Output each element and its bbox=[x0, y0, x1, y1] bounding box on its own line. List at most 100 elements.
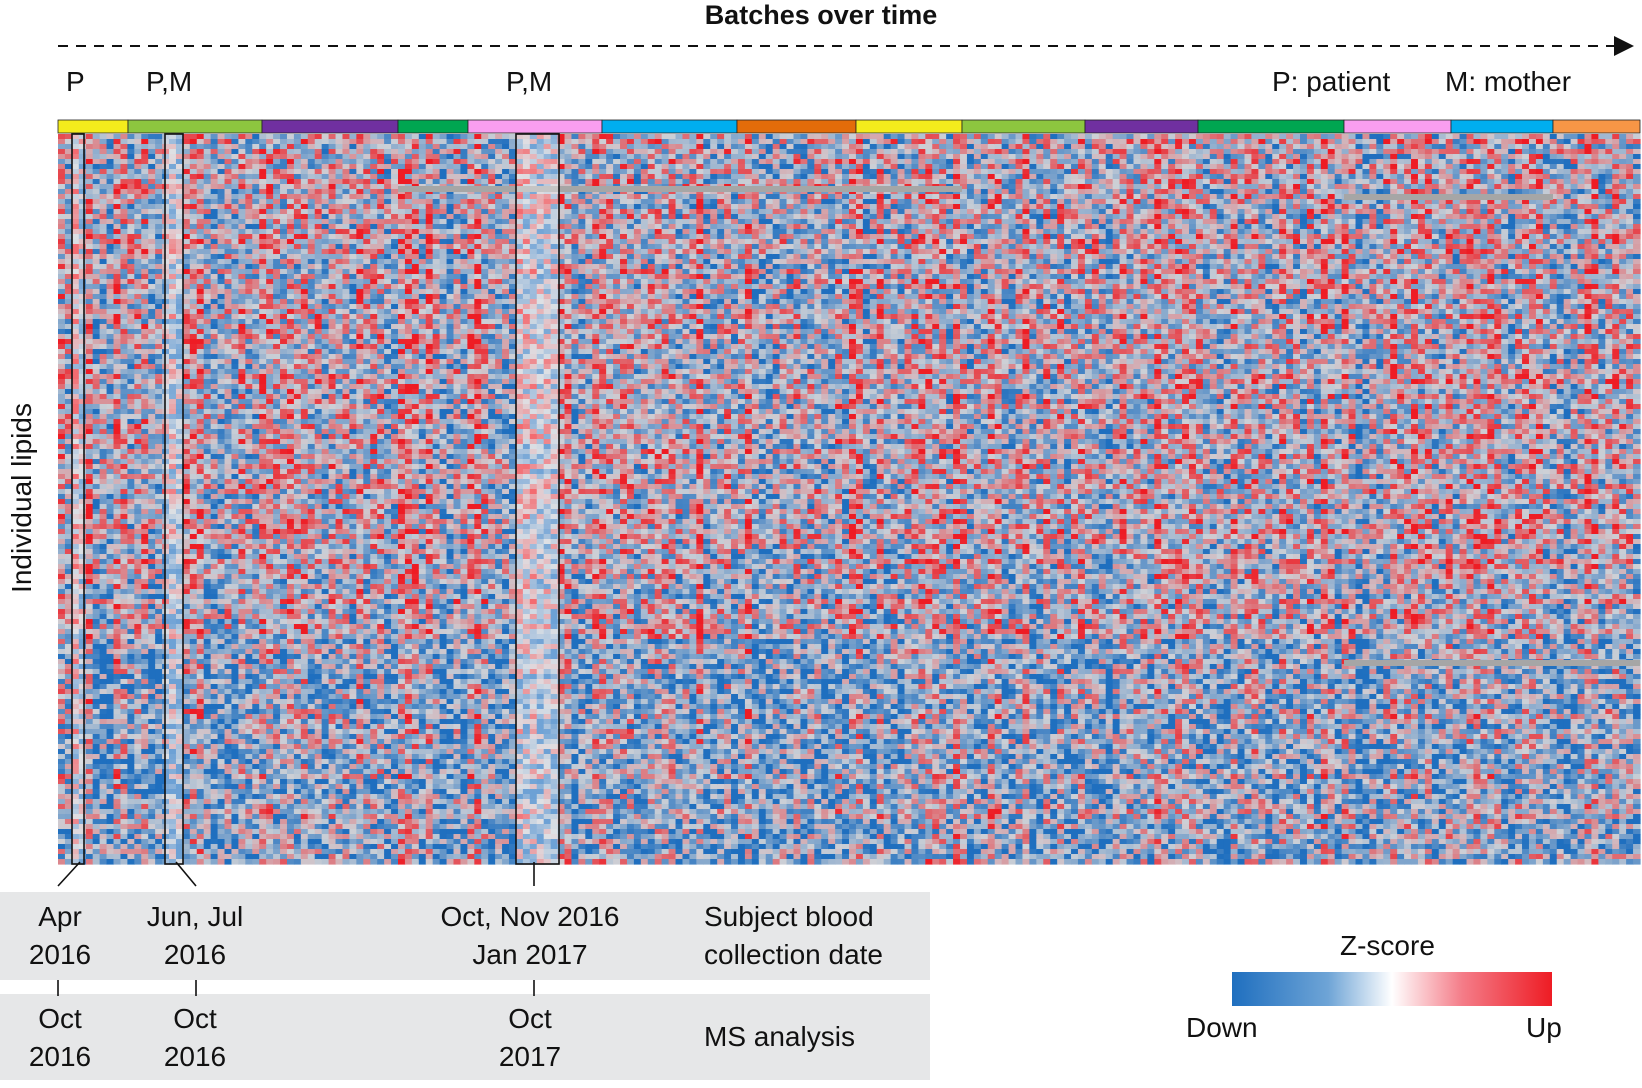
heat-cell bbox=[141, 814, 149, 820]
heat-cell bbox=[100, 859, 108, 865]
heat-cell bbox=[58, 779, 66, 785]
heat-cell bbox=[155, 254, 163, 260]
heat-cell bbox=[120, 559, 128, 565]
heat-cell bbox=[58, 449, 66, 455]
heat-cell bbox=[148, 249, 156, 255]
heat-cell bbox=[100, 574, 108, 580]
heat-cell bbox=[86, 444, 94, 450]
heat-cell bbox=[120, 304, 128, 310]
heat-cell bbox=[86, 764, 94, 770]
heat-cell bbox=[183, 189, 191, 195]
heat-cell bbox=[120, 699, 128, 705]
heat-cell bbox=[148, 604, 156, 610]
heat-cell bbox=[127, 329, 135, 335]
heat-cell bbox=[190, 179, 198, 185]
heat-cell bbox=[107, 549, 115, 555]
heat-cell bbox=[107, 579, 115, 585]
heat-cell bbox=[114, 429, 122, 435]
heat-cell bbox=[155, 794, 163, 800]
heat-cell bbox=[141, 634, 149, 640]
heat-cell bbox=[190, 614, 198, 620]
heat-cell bbox=[148, 709, 156, 715]
heat-cell bbox=[134, 499, 142, 505]
heat-cell bbox=[218, 489, 226, 495]
heat-cell bbox=[183, 859, 191, 865]
heat-cell bbox=[183, 779, 191, 785]
heat-cell bbox=[127, 829, 135, 835]
heat-cell bbox=[100, 414, 108, 420]
heat-cell bbox=[197, 469, 205, 475]
heat-cell bbox=[114, 599, 122, 605]
heat-cell bbox=[93, 539, 101, 545]
heat-cell bbox=[211, 659, 219, 665]
heat-cell bbox=[148, 279, 156, 285]
heat-cell bbox=[100, 374, 108, 380]
heat-cell bbox=[211, 204, 219, 210]
heat-cell bbox=[204, 199, 212, 205]
heat-cell bbox=[127, 399, 135, 405]
heat-cell bbox=[183, 269, 191, 275]
heat-cell bbox=[190, 394, 198, 400]
heat-cell bbox=[141, 224, 149, 230]
heat-cell bbox=[134, 624, 142, 630]
heat-cell bbox=[218, 264, 226, 270]
heat-cell bbox=[100, 609, 108, 615]
heat-cell bbox=[141, 354, 149, 360]
heat-cell bbox=[120, 144, 128, 150]
heat-cell bbox=[100, 754, 108, 760]
heat-cell bbox=[86, 684, 94, 690]
heat-cell bbox=[141, 324, 149, 330]
heat-cell bbox=[134, 334, 142, 340]
heat-cell bbox=[190, 659, 198, 665]
heat-cell bbox=[93, 764, 101, 770]
heat-cell bbox=[231, 159, 239, 165]
heat-cell bbox=[120, 149, 128, 155]
heat-cell bbox=[211, 539, 219, 545]
heat-cell bbox=[58, 599, 66, 605]
heat-cell bbox=[211, 139, 219, 145]
heat-cell bbox=[107, 339, 115, 345]
heat-cell bbox=[204, 249, 212, 255]
heat-cell bbox=[225, 624, 233, 630]
heat-cell bbox=[134, 349, 142, 355]
batch-segment-14 bbox=[1553, 120, 1640, 133]
heat-cell bbox=[86, 549, 94, 555]
heat-cell bbox=[197, 234, 205, 240]
heat-cell bbox=[204, 209, 212, 215]
heat-cell bbox=[107, 309, 115, 315]
heat-cell bbox=[120, 164, 128, 170]
heat-cell bbox=[225, 464, 233, 470]
heat-cell bbox=[127, 519, 135, 525]
heat-cell bbox=[141, 859, 149, 865]
heat-cell bbox=[183, 799, 191, 805]
heat-cell bbox=[58, 319, 66, 325]
heat-cell bbox=[218, 254, 226, 260]
heat-cell bbox=[204, 514, 212, 520]
heat-cell bbox=[211, 454, 219, 460]
heat-cell bbox=[148, 414, 156, 420]
heat-cell bbox=[218, 449, 226, 455]
heat-cell bbox=[225, 209, 233, 215]
heat-cell bbox=[107, 724, 115, 730]
heat-cell bbox=[58, 689, 66, 695]
heat-cell bbox=[204, 424, 212, 430]
heat-cell bbox=[93, 709, 101, 715]
heat-cell bbox=[100, 314, 108, 320]
heat-cell bbox=[114, 544, 122, 550]
heat-cell bbox=[211, 559, 219, 565]
heat-cell bbox=[204, 704, 212, 710]
heat-cell bbox=[100, 189, 108, 195]
heat-cell bbox=[190, 249, 198, 255]
heat-cell bbox=[204, 179, 212, 185]
heat-cell bbox=[225, 169, 233, 175]
heat-cell bbox=[120, 619, 128, 625]
heat-cell bbox=[155, 404, 163, 410]
heat-cell bbox=[93, 809, 101, 815]
heat-cell bbox=[134, 199, 142, 205]
heat-cell bbox=[190, 679, 198, 685]
heat-cell bbox=[107, 634, 115, 640]
heat-cell bbox=[155, 674, 163, 680]
heat-cell bbox=[225, 814, 233, 820]
heat-cell bbox=[127, 244, 135, 250]
heat-cell bbox=[114, 789, 122, 795]
